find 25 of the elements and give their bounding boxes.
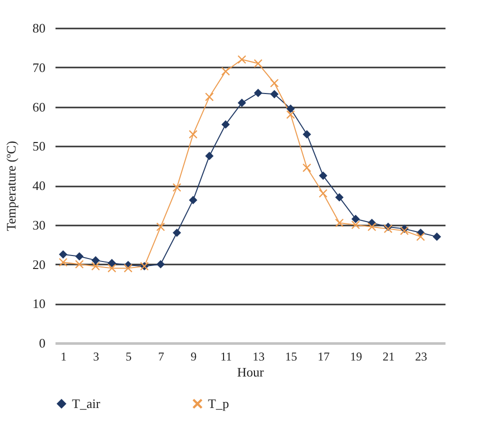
legend-label: T_p bbox=[208, 396, 229, 411]
y-tick-label: 10 bbox=[32, 296, 46, 312]
x-tick-label: 5 bbox=[126, 350, 132, 364]
x-tick-label: 21 bbox=[382, 350, 395, 364]
x-tick-label: 9 bbox=[190, 350, 197, 364]
y-tick-label: 30 bbox=[32, 217, 46, 232]
y-axis-title: Temperature (ºC) bbox=[4, 140, 18, 232]
y-tick-label: 70 bbox=[32, 60, 46, 75]
x-tick-label: 3 bbox=[93, 350, 100, 364]
x-tick-label: 13 bbox=[252, 350, 265, 364]
y-tick-label: 20 bbox=[32, 256, 46, 272]
y-tick-label: 40 bbox=[32, 178, 46, 193]
x-tick-label: 23 bbox=[415, 350, 428, 364]
x-tick-label: 19 bbox=[350, 350, 362, 364]
y-tick-label: 60 bbox=[32, 99, 46, 114]
y-tick-label: 0 bbox=[39, 336, 46, 350]
legend-label: T_air bbox=[72, 396, 101, 411]
x-tick-label: 11 bbox=[220, 350, 232, 364]
y-tick-label: 50 bbox=[32, 138, 46, 154]
x-axis-title: Hour bbox=[237, 364, 265, 380]
x-tick-label: 17 bbox=[318, 350, 330, 364]
x-tick-label: 1 bbox=[60, 350, 67, 364]
y-tick-label: 80 bbox=[32, 20, 46, 36]
x-tick-label: 15 bbox=[285, 350, 298, 364]
x-tick-label: 7 bbox=[158, 350, 164, 364]
